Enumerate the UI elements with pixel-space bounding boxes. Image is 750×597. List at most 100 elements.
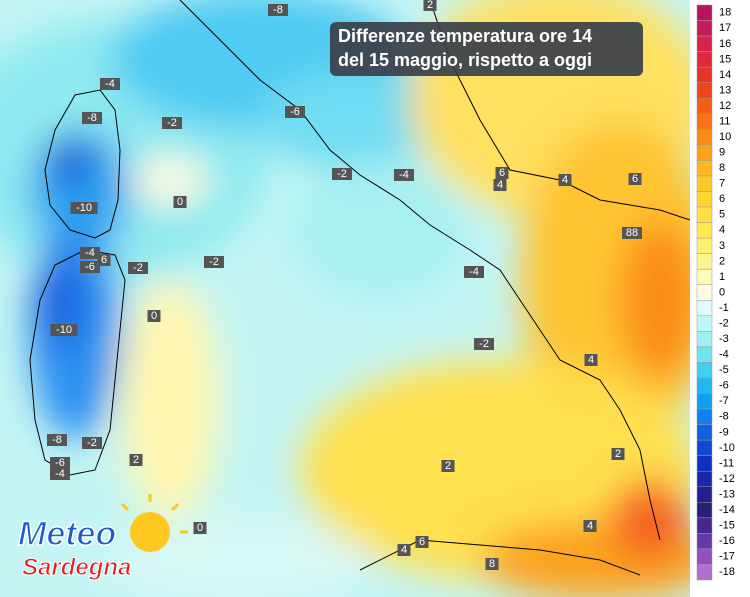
map-label: 6 (632, 173, 638, 185)
legend-label: -13 (719, 488, 735, 500)
map-label: -6 (55, 457, 65, 469)
title-box (330, 22, 643, 76)
map-label-bg (50, 457, 70, 469)
map-label-bg (97, 254, 111, 266)
map-label: -8 (273, 4, 283, 16)
map-label: -4 (469, 266, 479, 278)
map-label-bg (394, 169, 414, 181)
map-label-bg (128, 262, 148, 274)
legend-label: 1 (719, 271, 725, 283)
map-label: -4 (55, 468, 65, 480)
map-label: 2 (445, 460, 451, 472)
map-label: -4 (105, 78, 115, 90)
legend-swatch (696, 315, 713, 332)
legend-label: -3 (719, 333, 729, 345)
legend-swatch (696, 4, 713, 21)
legend-label: -1 (719, 302, 729, 314)
map-label: -8 (87, 112, 97, 124)
map-label-bg (173, 196, 187, 208)
legend-swatch (696, 517, 713, 534)
map-label-bg (474, 338, 494, 350)
map-label-bg (485, 558, 499, 570)
legend-label: -16 (719, 535, 735, 547)
map-label-bg (82, 437, 102, 449)
map-label: -2 (167, 117, 177, 129)
title-line: del 15 maggio, rispetto a oggi (338, 50, 592, 70)
legend-swatch (696, 502, 713, 519)
map-label: 6 (101, 254, 107, 266)
legend-label: -9 (719, 426, 729, 438)
legend-swatch (696, 82, 713, 99)
title-line: Differenze temperatura ore 14 (338, 26, 592, 46)
map-label-bg (611, 448, 625, 460)
legend-label: 9 (719, 147, 725, 159)
map-label: -2 (133, 262, 143, 274)
map-label: -10 (56, 324, 72, 336)
map-label-bg (558, 174, 572, 186)
logo-top: Meteo (18, 515, 116, 553)
legend-swatch (696, 20, 713, 37)
legend-swatch (696, 470, 713, 488)
legend-swatch (696, 144, 713, 161)
legend-swatch (696, 300, 713, 317)
map-label: -2 (87, 437, 97, 449)
logo: Meteo Sardegna (17, 494, 188, 582)
legend-swatch (696, 393, 713, 410)
map-label: 88 (626, 227, 638, 239)
map-label-bg (50, 324, 78, 336)
legend-label: -15 (719, 520, 735, 532)
map-label: -6 (85, 261, 95, 273)
legend-label: 4 (719, 224, 725, 236)
legend-label: -18 (719, 566, 735, 578)
legend-swatch (696, 222, 713, 239)
legend-label: 10 (719, 131, 731, 143)
legend-swatch (696, 253, 713, 270)
map-label-bg (147, 310, 161, 322)
legend-label: 8 (719, 162, 725, 174)
legend-swatch (696, 97, 713, 115)
map-label-bg (193, 522, 207, 534)
legend-label: 3 (719, 240, 725, 252)
map-label-bg (415, 536, 429, 548)
legend-label: 5 (719, 209, 725, 221)
legend-label: -6 (719, 380, 729, 392)
legend-label: -11 (719, 457, 734, 469)
legend-swatch (696, 439, 713, 456)
map-label-bg (423, 0, 437, 11)
map-label-bg (50, 468, 70, 480)
map-label: -2 (479, 338, 489, 350)
legend-swatch (696, 113, 713, 130)
map-label: -4 (399, 169, 409, 181)
legend-swatch (696, 206, 713, 223)
legend-swatch (696, 486, 713, 503)
legend-label: -8 (719, 411, 729, 423)
legend-swatch (696, 362, 713, 379)
legend-label: -17 (719, 551, 735, 563)
map-label: -8 (52, 434, 62, 446)
legend-label: -14 (719, 504, 735, 516)
legend-label: 12 (719, 100, 731, 112)
legend-swatch (696, 268, 713, 285)
legend-swatch (696, 175, 713, 192)
map-label-bg (622, 227, 642, 239)
legend-label: -12 (719, 473, 735, 485)
legend-label: 18 (719, 7, 731, 19)
legend-label: 0 (719, 286, 725, 298)
map-label: -2 (209, 256, 219, 268)
legend-swatch (696, 533, 713, 550)
map-label-bg (70, 202, 98, 214)
map-label-bg (100, 78, 120, 90)
map-label-bg (441, 460, 455, 472)
legend-label: 11 (719, 115, 730, 127)
legend-label: 7 (719, 178, 725, 190)
map-label-bg (584, 354, 598, 366)
map-label-bg (464, 266, 484, 278)
map-label: -4 (85, 247, 95, 259)
map-label: 4 (562, 174, 568, 186)
legend-swatch (696, 160, 713, 177)
map-label: 6 (419, 536, 425, 548)
map-label: 4 (587, 520, 593, 532)
map-label-bg (628, 173, 642, 185)
map-label: -2 (337, 168, 347, 180)
map-label: 2 (133, 454, 139, 466)
